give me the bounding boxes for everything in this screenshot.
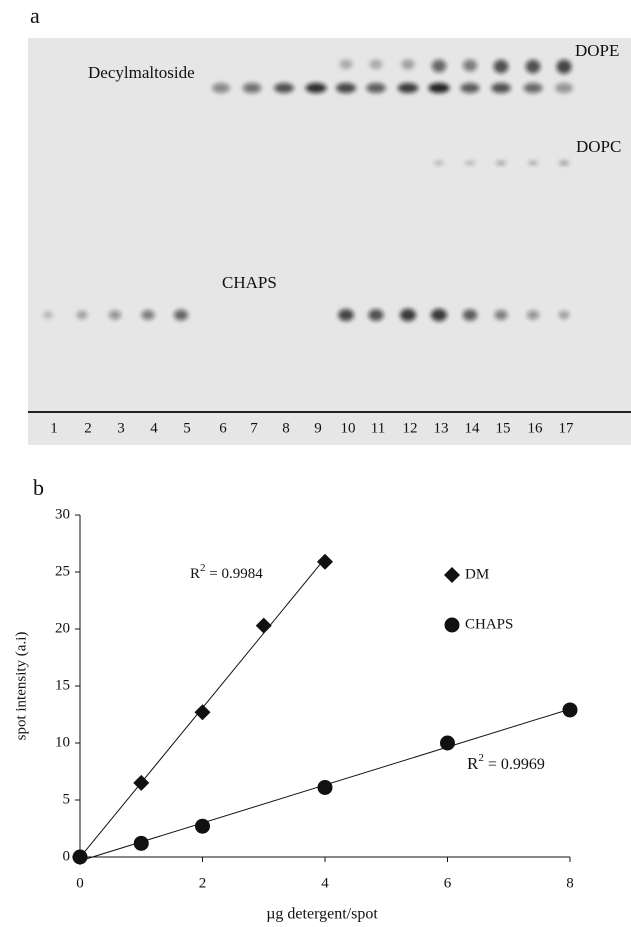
x-axis-label: µg detergent/spot (266, 906, 378, 923)
spot (366, 83, 385, 93)
y-tick-label: 20 (55, 620, 70, 636)
x-tick-label: 8 (566, 875, 574, 891)
legend-label: DM (465, 566, 489, 582)
spot (495, 310, 508, 320)
spot (431, 309, 447, 321)
y-tick-label: 5 (63, 791, 71, 807)
x-tick-label: 2 (199, 875, 207, 891)
lane-number: 2 (84, 420, 92, 436)
lane-number: 9 (314, 420, 322, 436)
point (134, 836, 149, 851)
x-tick-label: 6 (444, 875, 452, 891)
lane-number: 1 (50, 420, 58, 436)
spot (557, 60, 572, 74)
spot (340, 59, 353, 69)
point (563, 702, 578, 717)
band-label: DOPC (576, 137, 621, 156)
r-squared: R2 = 0.9969 (467, 752, 545, 773)
spot (401, 59, 414, 69)
spot (369, 309, 384, 321)
point (440, 736, 455, 751)
point (318, 780, 333, 795)
spot (306, 83, 327, 93)
r-squared: R2 = 0.9984 (190, 562, 263, 583)
spot (400, 309, 416, 321)
lane-number: 3 (117, 420, 125, 436)
spot (527, 310, 539, 319)
spot (109, 310, 121, 319)
band-label: Decylmaltoside (88, 63, 195, 82)
plot: 0 5 10 15 20 25 30 0 2 4 6 8 DM CHAPS R2 = 0.9984 R2 = … (55, 506, 578, 891)
r-squared-part: = 0.9969 (484, 756, 545, 773)
lane-number: 6 (219, 420, 227, 436)
y-axis-label: spot intensity (a.i) (13, 632, 29, 741)
spot (463, 309, 478, 320)
spot (555, 83, 572, 93)
y-tick-label: 30 (55, 506, 70, 522)
band-label: DOPE (575, 41, 619, 60)
lane-number: 16 (528, 420, 544, 436)
spot (463, 60, 477, 72)
point (195, 819, 210, 834)
point (317, 554, 333, 570)
spot (434, 161, 444, 165)
r-squared-part: R (190, 566, 200, 582)
lane-number: 11 (371, 420, 385, 436)
y-tick-label: 0 (63, 848, 71, 864)
spot (559, 161, 569, 165)
spot (432, 60, 446, 73)
spot (491, 83, 511, 93)
spot (428, 83, 449, 93)
tlc-plate (28, 38, 631, 445)
lane-number: 17 (559, 420, 575, 436)
lane-number: 10 (341, 420, 356, 436)
spot (370, 59, 383, 69)
r-squared-part: = 0.9984 (206, 566, 264, 582)
spot (174, 310, 188, 321)
y-tick-label: 25 (55, 563, 70, 579)
spot (465, 161, 475, 165)
spot (559, 311, 570, 319)
spot (398, 83, 418, 93)
spot (43, 311, 53, 319)
panel-label: a (30, 3, 40, 28)
y-tick-label: 10 (55, 734, 70, 750)
spot (77, 311, 88, 319)
panel-label: b (33, 475, 44, 500)
spot (338, 309, 354, 321)
x-tick-label: 4 (321, 875, 329, 891)
point (195, 704, 211, 720)
lane-number: 13 (434, 420, 449, 436)
spot (142, 310, 155, 320)
lane-number: 14 (465, 420, 481, 436)
spot (494, 60, 509, 74)
spot (528, 161, 538, 165)
lane-number: 15 (496, 420, 511, 436)
spot (524, 83, 543, 93)
lane-number: 12 (403, 420, 418, 436)
lane-number: 7 (250, 420, 258, 436)
x-tick-label: 0 (76, 875, 84, 891)
legend-marker (445, 618, 460, 633)
y-tick-label: 15 (55, 677, 70, 693)
spot (496, 161, 506, 165)
point (256, 618, 272, 634)
spot (243, 83, 261, 93)
point (73, 850, 88, 865)
figure: a Decylmaltoside DOPE DOPC CHAPS 1234567… (0, 0, 631, 927)
lane-number: 5 (183, 420, 191, 436)
band-label: CHAPS (222, 273, 277, 292)
spot (460, 83, 479, 93)
legend-label: CHAPS (465, 616, 513, 632)
spot (336, 83, 356, 93)
spot (274, 83, 294, 93)
point (133, 775, 149, 791)
lane-number: 8 (282, 420, 290, 436)
spot (212, 83, 230, 93)
lane-number: 4 (150, 420, 158, 436)
page: {"panel_a": {"label": "a", "band_labels"… (0, 0, 631, 927)
legend-marker (444, 567, 460, 583)
r-squared-part: R (467, 754, 479, 773)
spot (526, 60, 541, 74)
